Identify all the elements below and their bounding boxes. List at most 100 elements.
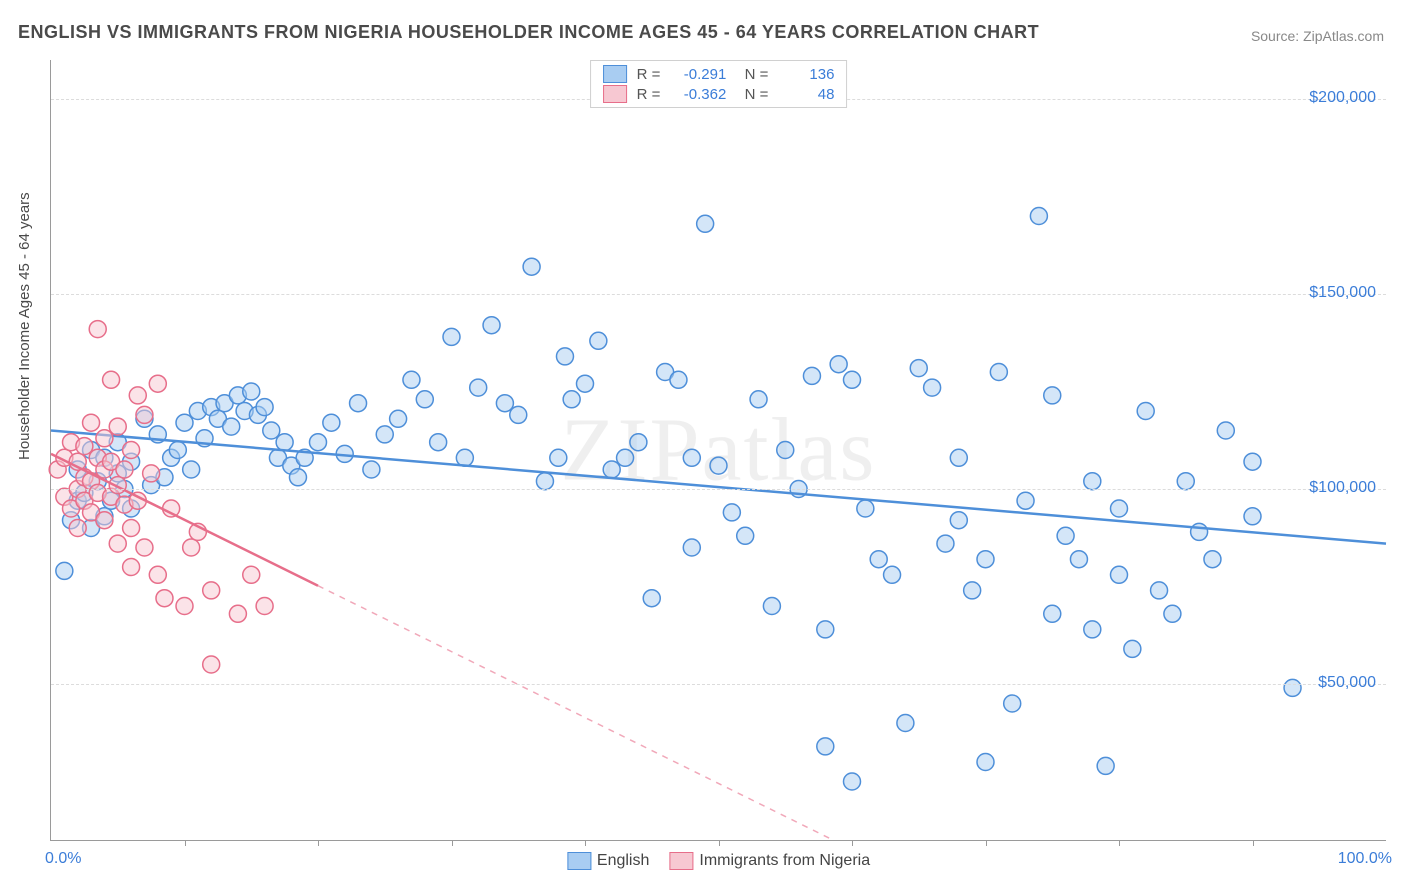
data-point [289, 469, 306, 486]
data-point [149, 566, 166, 583]
data-point [136, 539, 153, 556]
data-point [1004, 695, 1021, 712]
stat-r-label: R = [637, 86, 661, 103]
data-point [109, 418, 126, 435]
data-point [924, 379, 941, 396]
legend-series: English Immigrants from Nigeria [567, 852, 870, 870]
data-point [263, 422, 280, 439]
data-point [443, 328, 460, 345]
data-point [1191, 523, 1208, 540]
data-point [630, 434, 647, 451]
legend-stats: R =-0.291 N =136R =-0.362 N =48 [590, 60, 848, 108]
data-point [670, 371, 687, 388]
data-point [56, 562, 73, 579]
data-point [683, 449, 700, 466]
stat-n-label: N = [736, 66, 768, 83]
data-point [496, 395, 513, 412]
data-point [156, 590, 173, 607]
data-point [103, 371, 120, 388]
data-point [577, 375, 594, 392]
data-point [123, 559, 140, 576]
legend-item: English [567, 852, 649, 870]
data-point [143, 465, 160, 482]
stat-n-value: 48 [778, 86, 834, 103]
stat-n-label: N = [736, 86, 768, 103]
data-point [109, 535, 126, 552]
data-point [844, 371, 861, 388]
data-point [910, 360, 927, 377]
data-point [243, 383, 260, 400]
data-point [136, 406, 153, 423]
data-point [563, 391, 580, 408]
data-point [1164, 605, 1181, 622]
data-point [76, 438, 93, 455]
data-point [737, 527, 754, 544]
data-point [950, 512, 967, 529]
data-point [470, 379, 487, 396]
gridline [51, 294, 1386, 295]
trendline-extrapolated [318, 586, 833, 840]
data-point [723, 504, 740, 521]
data-point [96, 512, 113, 529]
data-point [83, 414, 100, 431]
data-point [1204, 551, 1221, 568]
data-point [310, 434, 327, 451]
legend-swatch [603, 65, 627, 83]
data-point [857, 500, 874, 517]
source-label: Source: ZipAtlas.com [1251, 28, 1384, 44]
data-point [1044, 605, 1061, 622]
data-point [536, 473, 553, 490]
chart-svg [51, 60, 1386, 840]
data-point [243, 566, 260, 583]
x-tick [585, 840, 586, 846]
data-point [390, 410, 407, 427]
x-axis-min-label: 0.0% [45, 850, 81, 868]
x-tick [1253, 840, 1254, 846]
data-point [183, 461, 200, 478]
data-point [96, 430, 113, 447]
x-axis-max-label: 100.0% [1338, 850, 1392, 868]
data-point [403, 371, 420, 388]
data-point [183, 539, 200, 556]
data-point [937, 535, 954, 552]
data-point [1137, 403, 1154, 420]
data-point [763, 598, 780, 615]
data-point [416, 391, 433, 408]
data-point [830, 356, 847, 373]
data-point [550, 449, 567, 466]
stat-n-value: 136 [778, 66, 834, 83]
data-point [1084, 473, 1101, 490]
data-point [256, 598, 273, 615]
data-point [603, 461, 620, 478]
data-point [1017, 492, 1034, 509]
legend-swatch [669, 852, 693, 870]
data-point [683, 539, 700, 556]
plot-area: ZIPatlas R =-0.291 N =136R =-0.362 N =48… [50, 60, 1386, 841]
data-point [750, 391, 767, 408]
legend-label: Immigrants from Nigeria [699, 852, 870, 870]
data-point [1057, 527, 1074, 544]
data-point [116, 461, 133, 478]
data-point [817, 621, 834, 638]
data-point [129, 387, 146, 404]
data-point [203, 582, 220, 599]
gridline [51, 489, 1386, 490]
y-tick-label: $50,000 [1318, 674, 1376, 692]
data-point [1217, 422, 1234, 439]
x-tick [452, 840, 453, 846]
data-point [617, 449, 634, 466]
data-point [777, 442, 794, 459]
data-point [870, 551, 887, 568]
x-tick [318, 840, 319, 846]
data-point [844, 773, 861, 790]
data-point [376, 426, 393, 443]
data-point [456, 449, 473, 466]
data-point [149, 375, 166, 392]
data-point [350, 395, 367, 412]
data-point [1097, 757, 1114, 774]
x-tick [185, 840, 186, 846]
data-point [89, 321, 106, 338]
data-point [229, 605, 246, 622]
data-point [323, 414, 340, 431]
data-point [1044, 387, 1061, 404]
